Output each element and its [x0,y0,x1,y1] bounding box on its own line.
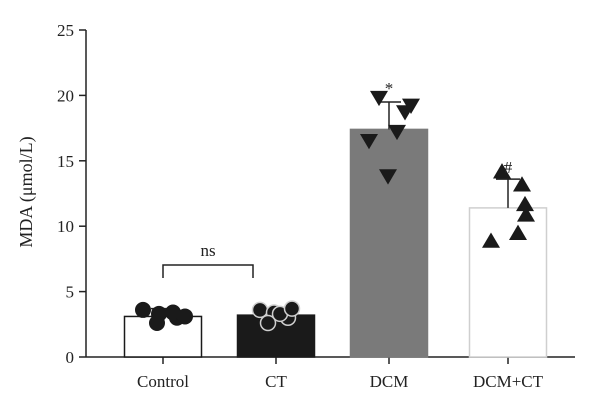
x-tick-label: DCM+CT [473,372,544,391]
data-point [517,206,535,222]
significance-label: ns [200,241,215,260]
dcm-ct-significance-marker: # [504,158,513,177]
y-axis-label: MDA (μmol/L) [16,136,37,247]
data-point [379,169,397,185]
x-tick-label: CT [265,372,287,391]
data-point [370,90,388,107]
x-axis: Control CT DCM DCM+CT [86,356,575,391]
y-tick-label: 10 [57,217,74,236]
error-bars [151,101,520,317]
y-tick-label: 15 [57,152,74,171]
y-tick-label: 5 [66,283,75,302]
data-point [509,224,527,240]
bar [349,128,429,358]
data-point [283,300,301,317]
data-point [135,301,151,318]
y-axis: 0 5 10 15 20 25 [57,21,87,367]
y-tick-label: 20 [57,86,74,105]
dcm-significance-marker: * [385,79,394,98]
data-point [516,195,534,212]
annotations: ns * # [162,79,513,278]
data-point [388,124,406,141]
data-point [251,301,269,319]
significance-bracket [162,264,254,278]
x-tick-label: Control [137,372,189,391]
data-point [513,176,531,192]
data-point [177,308,193,325]
data-point [149,314,165,331]
data-point [482,232,500,248]
data-point [493,163,511,179]
y-tick-label: 0 [66,348,75,367]
bar [468,207,548,358]
data-points [135,90,535,332]
y-tick-label: 25 [57,21,74,40]
data-point [360,133,378,150]
data-point [402,98,420,114]
x-tick-label: DCM [370,372,409,391]
data-point [259,314,277,332]
